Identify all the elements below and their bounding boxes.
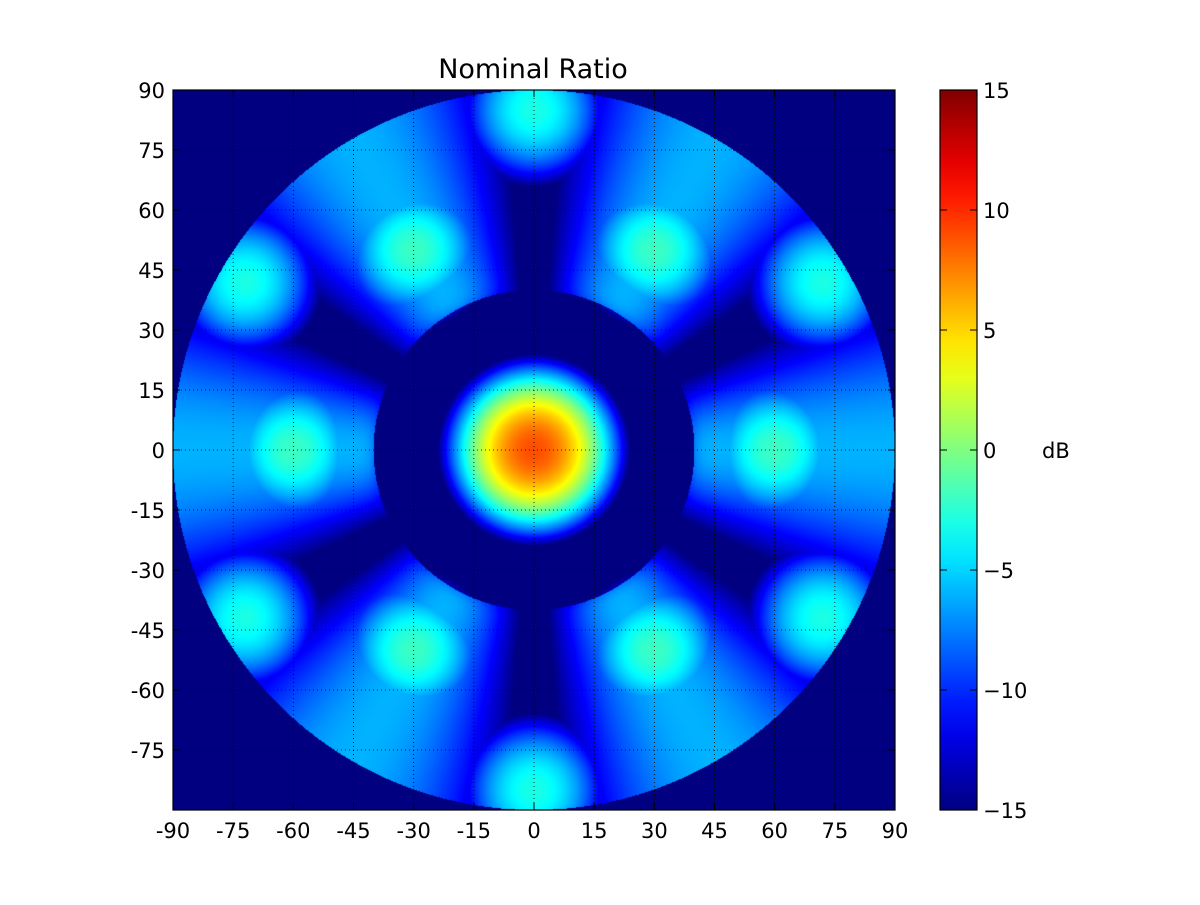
colorbar-tick-labels: 15 10 5 0 −5 −10 −15 [983, 79, 1027, 823]
x-tick-label: -30 [397, 819, 431, 843]
colorbar-tick-label: 0 [983, 439, 996, 463]
y-tick-label: 90 [138, 79, 165, 103]
colorbar-tick-label: 15 [983, 79, 1010, 103]
y-tick-label: 15 [138, 379, 165, 403]
y-tick-label: 75 [138, 139, 165, 163]
x-tick-label: -75 [216, 819, 250, 843]
y-tick-label: 0 [152, 439, 165, 463]
colorbar-tick-label: −15 [983, 799, 1027, 823]
y-tick-label: -45 [131, 619, 165, 643]
colorbar-ticks [940, 89, 977, 811]
y-tick-label: -30 [131, 559, 165, 583]
x-tick-label: 60 [761, 819, 788, 843]
colorbar-tick-label: −10 [983, 679, 1027, 703]
y-axis-tick-labels: 90 75 60 45 30 15 0 -15 -30 -45 -60 -75 [131, 79, 165, 763]
y-tick-label: -60 [131, 679, 165, 703]
y-tick-label: -75 [131, 739, 165, 763]
chart-title: Nominal Ratio [438, 54, 628, 85]
x-tick-label: -45 [336, 819, 370, 843]
y-tick-label: 30 [138, 319, 165, 343]
x-tick-label: 90 [882, 819, 909, 843]
x-tick-label: -15 [457, 819, 491, 843]
axis-ticks [172, 89, 896, 810]
colorbar-tick-label: 10 [983, 199, 1010, 223]
colorbar-tick-label: −5 [983, 559, 1014, 583]
y-tick-label: -15 [131, 499, 165, 523]
x-tick-label: -90 [156, 819, 190, 843]
grid-lines [173, 90, 895, 810]
y-tick-label: 60 [138, 199, 165, 223]
colorbar-tick-label: 5 [983, 319, 996, 343]
x-tick-label: 75 [821, 819, 848, 843]
colorbar-label: dB [1042, 439, 1070, 463]
x-tick-label: 45 [701, 819, 728, 843]
x-axis-tick-labels: -90 -75 -60 -45 -30 -15 0 15 30 45 60 75 90 [156, 819, 909, 843]
x-tick-label: 0 [527, 819, 540, 843]
y-tick-label: 45 [138, 259, 165, 283]
x-tick-label: 15 [581, 819, 608, 843]
x-tick-label: -60 [276, 819, 310, 843]
x-tick-label: 30 [641, 819, 668, 843]
